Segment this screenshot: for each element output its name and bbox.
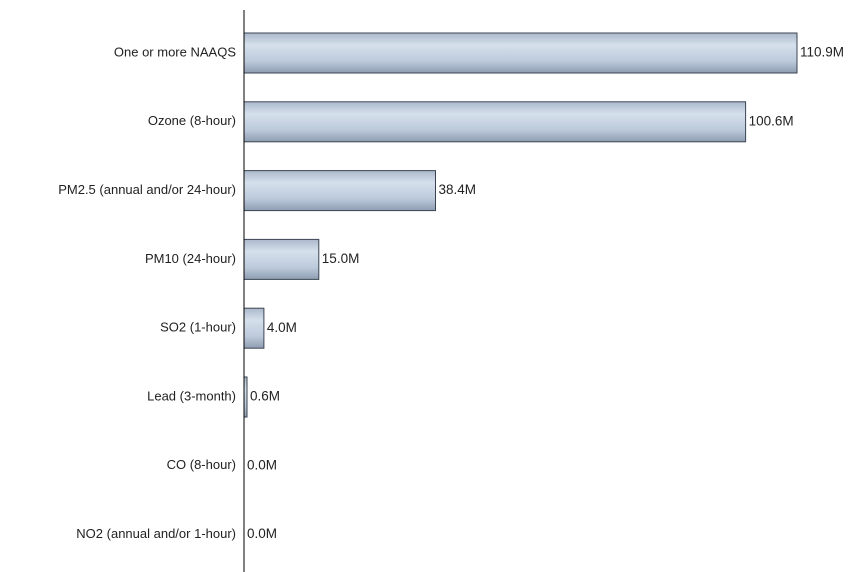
category-label: SO2 (1-hour) — [160, 320, 236, 335]
value-label: 110.9M — [800, 45, 844, 60]
bar — [243, 307, 265, 349]
value-label: 0.6M — [250, 389, 280, 404]
bar — [243, 238, 320, 280]
category-label: Ozone (8-hour) — [148, 113, 236, 128]
bar — [243, 101, 747, 143]
bar — [243, 32, 798, 74]
value-label: 15.0M — [322, 251, 360, 266]
value-label: 0.0M — [247, 526, 277, 541]
value-label: 38.4M — [439, 182, 477, 197]
bars-group: One or more NAAQS 110.9M Ozone (8-hour) 100… — [58, 32, 844, 541]
category-label: CO (8-hour) — [167, 457, 236, 472]
value-label: 0.0M — [247, 457, 277, 472]
value-label: 4.0M — [267, 320, 297, 335]
category-label: Lead (3-month) — [147, 388, 236, 403]
category-label: PM10 (24-hour) — [145, 251, 236, 266]
category-label: NO2 (annual and/or 1-hour) — [76, 526, 236, 541]
bar — [243, 170, 436, 212]
value-label: 100.6M — [749, 113, 794, 128]
category-label: One or more NAAQS — [114, 44, 236, 59]
category-label: PM2.5 (annual and/or 24-hour) — [58, 182, 236, 197]
